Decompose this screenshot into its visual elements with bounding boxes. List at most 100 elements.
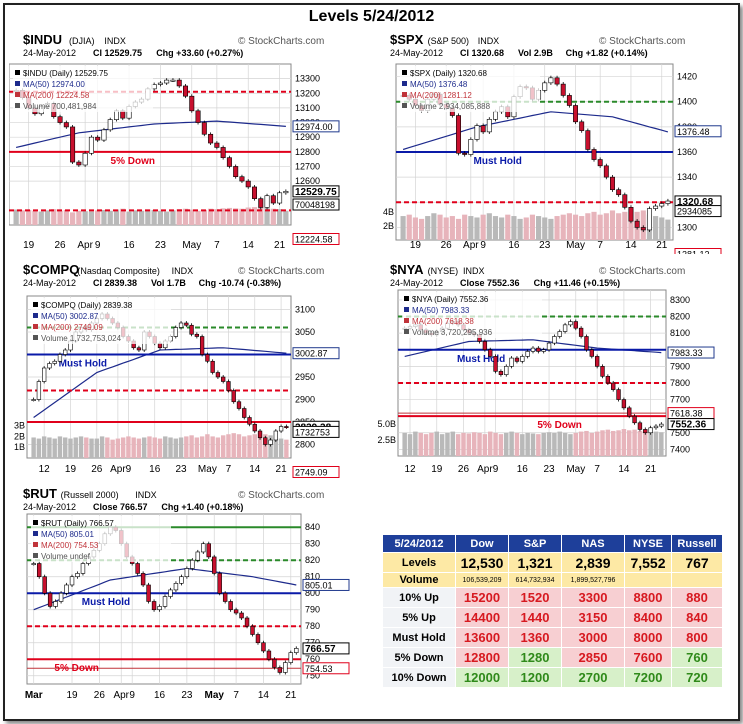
price-tick-label: 8100 bbox=[670, 328, 690, 338]
price-tick-label: 810 bbox=[305, 572, 320, 582]
table-cell: 1200 bbox=[508, 667, 562, 688]
x-tick-label: May bbox=[566, 240, 585, 251]
volume-bar bbox=[78, 436, 84, 458]
candle bbox=[566, 95, 572, 106]
x-tick-label: May bbox=[182, 240, 201, 251]
close-label: Close 766.57 bbox=[93, 502, 148, 512]
legend-swatch bbox=[15, 92, 20, 97]
candle bbox=[252, 186, 257, 199]
x-tick-label: 19 bbox=[66, 690, 78, 701]
volume-bar bbox=[621, 429, 627, 456]
x-tick-label: 23 bbox=[155, 240, 167, 251]
volume-bar bbox=[535, 216, 542, 240]
volume-bar bbox=[548, 218, 554, 240]
volume-bar bbox=[38, 211, 44, 225]
candle bbox=[194, 333, 199, 337]
candle bbox=[184, 568, 190, 578]
volume-bar bbox=[273, 437, 279, 458]
candle bbox=[210, 360, 215, 373]
chart-indu: 1.5B1.0B500M5% Down133001320013100130001… bbox=[9, 30, 370, 254]
candle bbox=[170, 79, 176, 82]
volume-bar bbox=[431, 213, 437, 240]
table-cell: 2850 bbox=[561, 647, 625, 668]
price-tick-label: 13200 bbox=[295, 88, 320, 98]
table-cell: 14400 bbox=[455, 607, 509, 628]
volume-bar bbox=[31, 437, 36, 458]
candle bbox=[610, 176, 615, 191]
volume-bar bbox=[36, 438, 42, 458]
volume-bar bbox=[51, 209, 57, 225]
volume-bar bbox=[210, 436, 215, 458]
x-tick-label: 14 bbox=[618, 464, 630, 475]
volume-bar bbox=[126, 436, 131, 458]
volume-bar bbox=[402, 432, 407, 456]
candle bbox=[57, 354, 63, 362]
legend-swatch bbox=[404, 329, 409, 334]
volume-bar bbox=[517, 218, 523, 240]
volume-bar bbox=[44, 210, 51, 225]
volume-bar bbox=[546, 432, 552, 456]
volume-bar bbox=[648, 432, 653, 456]
table-cell: Russell bbox=[671, 534, 723, 553]
candle bbox=[69, 576, 75, 586]
level-label: Must Hold bbox=[474, 156, 522, 167]
value-tag bbox=[667, 346, 715, 359]
volume-bar bbox=[610, 430, 616, 456]
price-tick-label: 3050 bbox=[295, 327, 315, 337]
row-label: Levels bbox=[382, 552, 456, 573]
volume-bar bbox=[32, 210, 38, 225]
table-cell bbox=[671, 572, 723, 588]
volume-bar bbox=[63, 437, 68, 458]
value-tag-label: 1732753 bbox=[295, 427, 330, 437]
volume-bar bbox=[659, 217, 665, 240]
date-label: 24-May-2012 bbox=[390, 278, 443, 288]
candle bbox=[239, 612, 244, 619]
volume-bar bbox=[597, 214, 603, 240]
candle bbox=[525, 351, 530, 357]
candle bbox=[52, 360, 57, 364]
price-tick-label: 8300 bbox=[670, 295, 690, 305]
brand-label: © StockCharts.com bbox=[599, 266, 685, 277]
volume-bar bbox=[194, 437, 200, 458]
volume-bar bbox=[591, 211, 597, 240]
volume-bar bbox=[89, 438, 94, 458]
x-tick-label: 9 bbox=[493, 464, 499, 475]
candle bbox=[101, 129, 107, 141]
volume-bar bbox=[659, 432, 664, 456]
candle bbox=[637, 422, 643, 430]
candle bbox=[509, 357, 514, 367]
legend-entry: Volume 1,732,753,024 bbox=[41, 334, 122, 343]
x-tick-label: 12 bbox=[39, 464, 51, 475]
volume-bar bbox=[434, 431, 440, 456]
table-cell bbox=[624, 572, 672, 588]
x-tick-label: 7 bbox=[233, 690, 239, 701]
volume-bar bbox=[283, 210, 289, 225]
candle bbox=[157, 606, 162, 611]
candle bbox=[514, 357, 520, 362]
date-label: 24-May-2012 bbox=[23, 502, 76, 512]
x-tick-label: May bbox=[566, 464, 585, 475]
price-tick-label: 2900 bbox=[295, 395, 315, 405]
table-row: 10% Up 15200 1520 3300 8800 880 bbox=[382, 587, 723, 608]
volume-bar bbox=[572, 214, 579, 240]
price-tick-label: 13100 bbox=[295, 103, 320, 113]
table-cell: 1,321 bbox=[508, 552, 562, 573]
table-cell: 880 bbox=[671, 587, 723, 608]
x-tick-label: May bbox=[198, 464, 217, 475]
x-tick-label: 7 bbox=[226, 464, 232, 475]
candle bbox=[53, 601, 58, 607]
candle bbox=[498, 371, 504, 375]
volume-bar bbox=[189, 209, 195, 225]
volume-bar bbox=[541, 432, 546, 456]
volume-bar bbox=[455, 218, 462, 240]
table-cell: 767 bbox=[671, 552, 723, 573]
row-label: 5/24/2012 bbox=[382, 534, 456, 553]
vol-label: Vol 2.9B bbox=[518, 48, 553, 58]
volume-bar bbox=[640, 210, 646, 240]
volume-bar bbox=[19, 210, 26, 225]
volume-bar bbox=[107, 210, 113, 225]
candle bbox=[579, 121, 585, 131]
volume-bar bbox=[466, 433, 472, 456]
price-tick-label: 7400 bbox=[670, 444, 690, 454]
candle bbox=[622, 194, 628, 208]
